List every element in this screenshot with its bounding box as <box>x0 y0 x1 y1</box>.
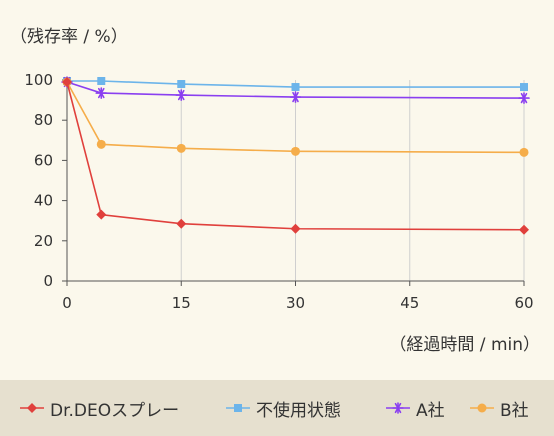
data-point <box>96 139 106 149</box>
legend-marker <box>27 403 37 413</box>
data-point <box>291 146 300 156</box>
legend-label: A社 <box>416 400 445 421</box>
x-tick-label: 0 <box>62 294 72 312</box>
y-tick-label: 0 <box>43 272 53 290</box>
data-point <box>290 223 301 234</box>
legend-label: Dr.DEOスプレー <box>50 400 180 421</box>
data-point <box>176 143 186 153</box>
data-point <box>95 87 108 99</box>
data-point <box>289 91 302 103</box>
legend-marker-icon <box>386 402 410 414</box>
line-chart: 0 20 40 60 80 100 0 15 30 45 60 <box>24 71 533 312</box>
legend-label: B社 <box>500 400 529 421</box>
y-tick-label: 80 <box>34 111 53 129</box>
y-tick-label: 100 <box>24 71 53 89</box>
legend-marker <box>392 402 404 414</box>
y-tick-label: 20 <box>34 232 53 250</box>
data-point <box>96 209 107 220</box>
x-tick-label: 15 <box>172 294 191 312</box>
chart-area: （残存率 / %） 0 20 40 60 80 100 0 15 30 45 60 （経過時間 / … <box>10 27 540 355</box>
legend-marker <box>477 403 487 413</box>
legend-item: B社 <box>470 396 529 421</box>
data-point <box>97 77 106 86</box>
data-point <box>520 83 528 92</box>
legend-marker <box>234 404 242 412</box>
legend-item: 不使用状態 <box>226 396 341 421</box>
legend-item: Dr.DEOスプレー <box>20 396 179 421</box>
x-tick-label: 60 <box>514 294 533 312</box>
legend-marker-icon <box>470 403 494 413</box>
data-point <box>291 83 300 92</box>
data-point <box>62 77 72 88</box>
x-tick-label: 30 <box>286 294 305 312</box>
y-axis-label: （残存率 / %） <box>10 27 128 47</box>
legend-label: 不使用状態 <box>256 400 341 421</box>
data-point <box>177 80 186 89</box>
data-point <box>519 147 529 157</box>
legend-marker-icon <box>226 404 250 412</box>
x-tick-label: 45 <box>400 294 419 312</box>
x-axis-label: （経過時間 / min） <box>389 335 540 355</box>
data-point <box>176 218 187 229</box>
data-point <box>518 92 530 104</box>
data-point <box>519 224 529 235</box>
y-tick-label: 40 <box>34 192 53 210</box>
legend: Dr.DEOスプレー 不使用状態 A社 B社 <box>0 380 554 436</box>
y-tick-label: 60 <box>34 151 53 169</box>
legend-marker-icon <box>20 403 44 413</box>
data-point <box>175 89 188 101</box>
legend-item: A社 <box>386 396 445 421</box>
